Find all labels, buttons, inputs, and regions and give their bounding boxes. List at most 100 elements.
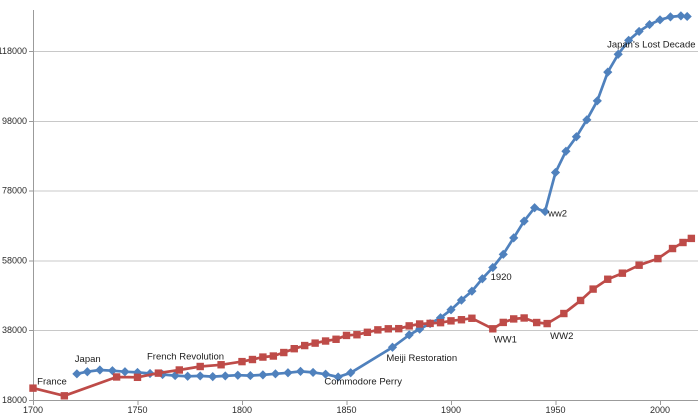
japan-marker-1846 <box>333 372 343 382</box>
japan-marker-1960 <box>571 132 581 142</box>
france-marker-2006 <box>668 244 677 253</box>
japan-marker-1925 <box>498 249 508 259</box>
y-tick-label-98000: 98000 <box>2 116 27 126</box>
france-marker-1880 <box>405 322 413 330</box>
y-tick-label-38000: 38000 <box>2 325 27 335</box>
france-marker-1800 <box>238 357 246 366</box>
france-marker-1905 <box>457 316 466 324</box>
france-marker-1820 <box>280 348 288 357</box>
annotation-ww2: ww2 <box>547 208 567 219</box>
x-tick-label-1800: 1800 <box>232 405 252 415</box>
france-marker-1715 <box>60 392 69 400</box>
japan-marker-1822 <box>283 368 293 378</box>
annotation-ww2: WW2 <box>550 331 573 342</box>
france-marker-1875 <box>395 324 403 333</box>
japan-marker-1910 <box>467 286 477 296</box>
france-marker-1999 <box>654 254 662 263</box>
x-tick-label-2000: 2000 <box>650 405 670 415</box>
japan-marker-1834 <box>308 367 318 378</box>
japan-marker-1970 <box>592 96 602 106</box>
japan-marker-1732 <box>95 365 105 375</box>
france-marker-1870 <box>384 325 392 333</box>
france-marker-1700 <box>29 384 37 392</box>
france-marker-1935 <box>520 314 528 322</box>
france-marker-1910 <box>468 314 476 322</box>
france-marker-1990 <box>635 261 643 269</box>
france-marker-1895 <box>436 318 445 327</box>
japan-marker-1900 <box>446 305 456 315</box>
x-tick-label-1700: 1700 <box>23 405 43 415</box>
france-marker-1835 <box>311 339 319 347</box>
japan-marker-1920 <box>488 262 498 273</box>
france-marker-1946 <box>543 319 551 328</box>
france-marker-1825 <box>290 344 298 353</box>
annotation-1920: 1920 <box>491 272 512 283</box>
annotation-france: France <box>37 377 67 388</box>
japan-marker-1804 <box>245 370 255 381</box>
france-marker-1740 <box>112 373 121 381</box>
japan-marker-1940 <box>530 203 540 213</box>
japan-marker-1726 <box>82 367 92 377</box>
japan-marker-1975 <box>603 67 613 77</box>
annotation-japan: Japan <box>75 354 101 365</box>
france-marker-1845 <box>332 335 340 343</box>
japan-marker-1750 <box>132 367 143 378</box>
japan-marker-1810 <box>258 370 268 380</box>
france-marker-1865 <box>374 326 382 334</box>
japan-marker-1828 <box>295 366 306 376</box>
annotation-commodore-perry: Commodore Perry <box>324 377 402 388</box>
japan-marker-1852 <box>346 368 356 378</box>
japan-marker-1786 <box>208 372 218 382</box>
japan-marker-1930 <box>509 233 519 243</box>
japan-marker-2000 <box>655 15 665 25</box>
france-marker-1770 <box>175 366 183 374</box>
annotation-french-revolution: French Revolution <box>147 351 224 362</box>
france-marker-1962 <box>576 296 585 305</box>
france-marker-1925 <box>499 318 507 327</box>
japan-marker-1880 <box>404 330 414 340</box>
japan-marker-1798 <box>233 370 243 380</box>
japan-marker-1780 <box>195 371 205 381</box>
japan-marker-1945 <box>540 206 550 217</box>
japan-marker-1872 <box>387 342 398 352</box>
japan-marker-2005 <box>665 12 676 22</box>
x-tick-label-1900: 1900 <box>441 405 461 415</box>
japan-marker-1985 <box>624 35 634 45</box>
japan-marker-1895 <box>435 313 446 323</box>
x-tick-label-1750: 1750 <box>127 405 147 415</box>
france-marker-1885 <box>415 320 424 328</box>
france-marker-1968 <box>589 285 597 293</box>
france-marker-1750 <box>133 373 142 382</box>
france-marker-1760 <box>154 369 163 377</box>
france-marker-1930 <box>510 315 518 323</box>
japan-marker-1990 <box>634 26 644 37</box>
y-tick-label-118000: 118000 <box>0 46 27 56</box>
annotation-ww1: WW1 <box>494 335 517 346</box>
japan-marker-1792 <box>220 371 230 381</box>
x-tick-label-1950: 1950 <box>545 405 565 415</box>
france-marker-1860 <box>363 328 372 336</box>
japan-marker-1995 <box>644 19 655 30</box>
france-marker-1890 <box>426 319 434 328</box>
japan-marker-2013 <box>682 11 692 22</box>
france-marker-1982 <box>618 269 627 277</box>
france-marker-2011 <box>679 238 687 247</box>
japan-line <box>75 14 689 379</box>
france-marker-1920 <box>489 325 497 333</box>
france-marker-1805 <box>248 355 257 364</box>
japan-marker-1744 <box>120 367 130 377</box>
japan-marker-2010 <box>676 11 686 21</box>
y-tick-label-78000: 78000 <box>2 186 27 196</box>
japan-marker-1721 <box>72 369 82 379</box>
annotation-japan-s-lost-decade: Japan's Lost Decade <box>607 40 695 51</box>
japan-marker-1935 <box>519 216 529 226</box>
japan-marker-1950 <box>550 167 561 178</box>
japan-marker-1905 <box>456 295 467 305</box>
y-tick-label-58000: 58000 <box>2 255 27 265</box>
y-tick-label-18000: 18000 <box>2 395 27 405</box>
japan-marker-1955 <box>561 146 571 156</box>
france-marker-1830 <box>301 341 309 350</box>
japan-marker-1980 <box>613 49 623 59</box>
france-marker-1855 <box>353 331 361 339</box>
